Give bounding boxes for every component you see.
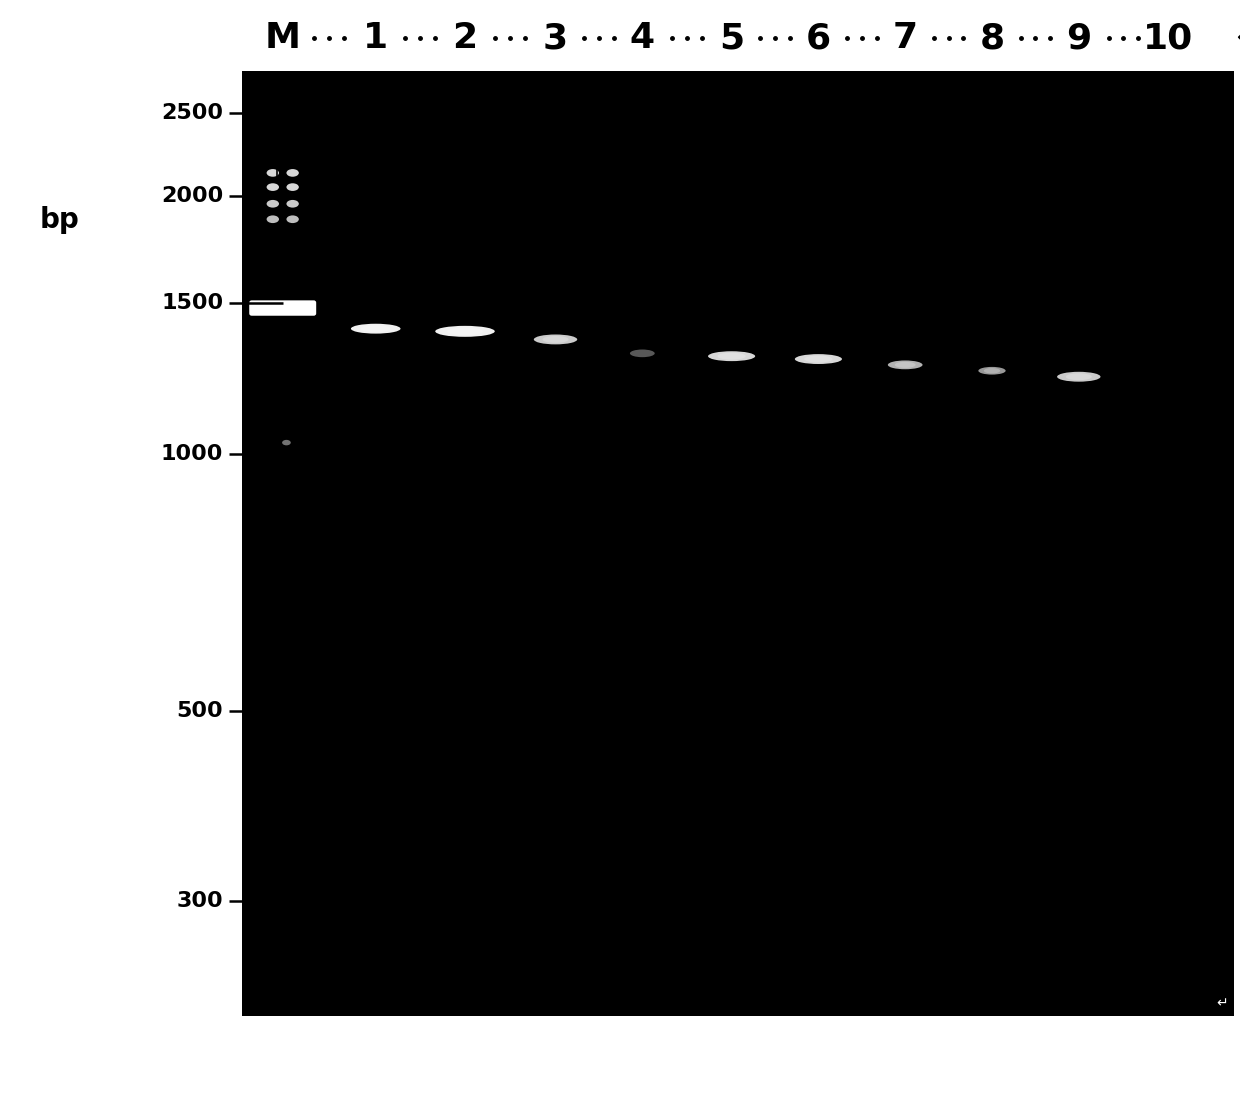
FancyBboxPatch shape	[249, 301, 316, 316]
Ellipse shape	[718, 352, 745, 360]
Ellipse shape	[267, 215, 279, 223]
Text: 6: 6	[806, 22, 831, 55]
Text: 2: 2	[453, 22, 477, 55]
Bar	[242, 71, 1234, 1016]
Ellipse shape	[448, 327, 482, 335]
Ellipse shape	[895, 361, 915, 368]
Ellipse shape	[543, 336, 568, 343]
Ellipse shape	[351, 324, 401, 334]
Text: 1000: 1000	[161, 444, 223, 463]
Ellipse shape	[1065, 373, 1091, 380]
Text: 5: 5	[719, 22, 744, 55]
Ellipse shape	[286, 183, 299, 191]
Text: M: M	[264, 22, 301, 55]
Text: 3: 3	[543, 22, 568, 55]
Text: 9: 9	[1066, 22, 1091, 55]
Text: 500: 500	[176, 701, 223, 721]
Ellipse shape	[533, 335, 578, 345]
Ellipse shape	[286, 200, 299, 208]
Ellipse shape	[361, 325, 391, 332]
Text: 4: 4	[630, 22, 655, 55]
Text: 1: 1	[363, 22, 388, 55]
Ellipse shape	[978, 367, 1006, 374]
Ellipse shape	[260, 304, 293, 313]
Ellipse shape	[708, 351, 755, 361]
Text: ↵: ↵	[1236, 29, 1240, 48]
Text: 1500: 1500	[161, 293, 223, 313]
Ellipse shape	[1056, 372, 1101, 382]
Text: 2000: 2000	[161, 187, 223, 206]
Ellipse shape	[435, 326, 495, 337]
Text: 10: 10	[1143, 22, 1193, 55]
Ellipse shape	[286, 215, 299, 223]
Text: 7: 7	[893, 22, 918, 55]
Ellipse shape	[286, 169, 299, 177]
Text: ↵: ↵	[1216, 996, 1228, 1010]
Ellipse shape	[888, 360, 923, 369]
Text: 300: 300	[176, 890, 223, 910]
Ellipse shape	[267, 200, 279, 208]
Ellipse shape	[267, 183, 279, 191]
Ellipse shape	[283, 440, 290, 446]
Text: 8: 8	[980, 22, 1004, 55]
Ellipse shape	[630, 349, 655, 357]
Ellipse shape	[805, 356, 832, 362]
Text: bp: bp	[40, 205, 79, 234]
Ellipse shape	[795, 355, 842, 365]
Text: 2500: 2500	[161, 103, 223, 123]
Ellipse shape	[983, 368, 1001, 373]
Ellipse shape	[267, 169, 279, 177]
